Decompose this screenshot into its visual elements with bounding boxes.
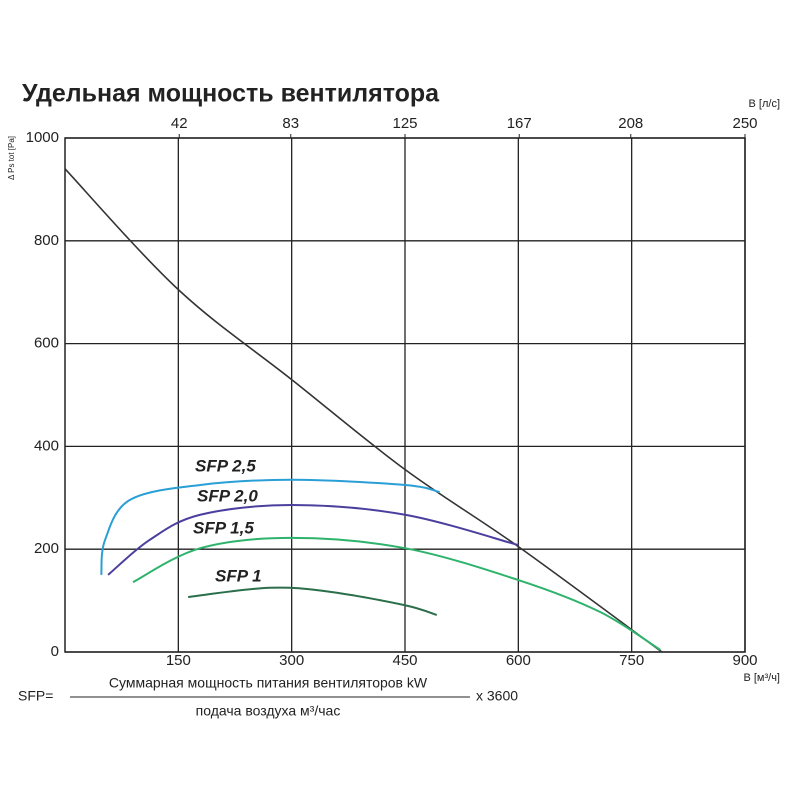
- x-tick-label: 750: [619, 652, 644, 669]
- formula-left: SFP=: [18, 688, 53, 704]
- x2-tick-label: 125: [392, 115, 417, 132]
- series-line: [64, 168, 663, 653]
- series-label: SFP 2,0: [197, 486, 258, 505]
- x-tick-label: 300: [279, 652, 304, 669]
- x2-tick-label: 250: [732, 115, 757, 132]
- chart-title: Удельная мощность вентилятора: [22, 80, 440, 108]
- series-label: SFP 1,5: [193, 518, 254, 537]
- series-line: [100, 478, 440, 576]
- y-tick-label: 1000: [26, 129, 59, 146]
- plot-frame: [64, 137, 746, 653]
- y-tick-label: 200: [34, 540, 59, 557]
- x-tick-label: 150: [166, 652, 191, 669]
- series-label: SFP 1: [215, 566, 262, 585]
- formula-right: x 3600: [476, 688, 518, 704]
- formula-numerator: Суммарная мощность питания вентиляторов …: [109, 675, 428, 691]
- x2-axis-label: В [л/с]: [749, 98, 780, 110]
- x2-tick-label: 42: [171, 115, 188, 132]
- y-axis-label: Δ Ps tot [Pa]: [7, 136, 16, 180]
- x2-tick-label: 83: [282, 115, 299, 132]
- y-tick-label: 0: [51, 643, 59, 660]
- x2-tick-label: 208: [618, 115, 643, 132]
- x-axis-label: В [м³/ч]: [743, 672, 780, 684]
- series-line: [188, 586, 438, 616]
- series-line: [132, 536, 661, 651]
- x-tick-label: 600: [506, 652, 531, 669]
- y-tick-label: 600: [34, 335, 59, 352]
- series-label: SFP 2,5: [195, 456, 256, 475]
- x-tick-label: 900: [732, 652, 757, 669]
- x2-tick-label: 167: [507, 115, 532, 132]
- formula-denominator: подача воздуха м³/час: [196, 703, 341, 719]
- y-tick-label: 800: [34, 232, 59, 249]
- series-line: [107, 503, 519, 576]
- y-tick-label: 400: [34, 437, 59, 454]
- x-tick-label: 450: [392, 652, 417, 669]
